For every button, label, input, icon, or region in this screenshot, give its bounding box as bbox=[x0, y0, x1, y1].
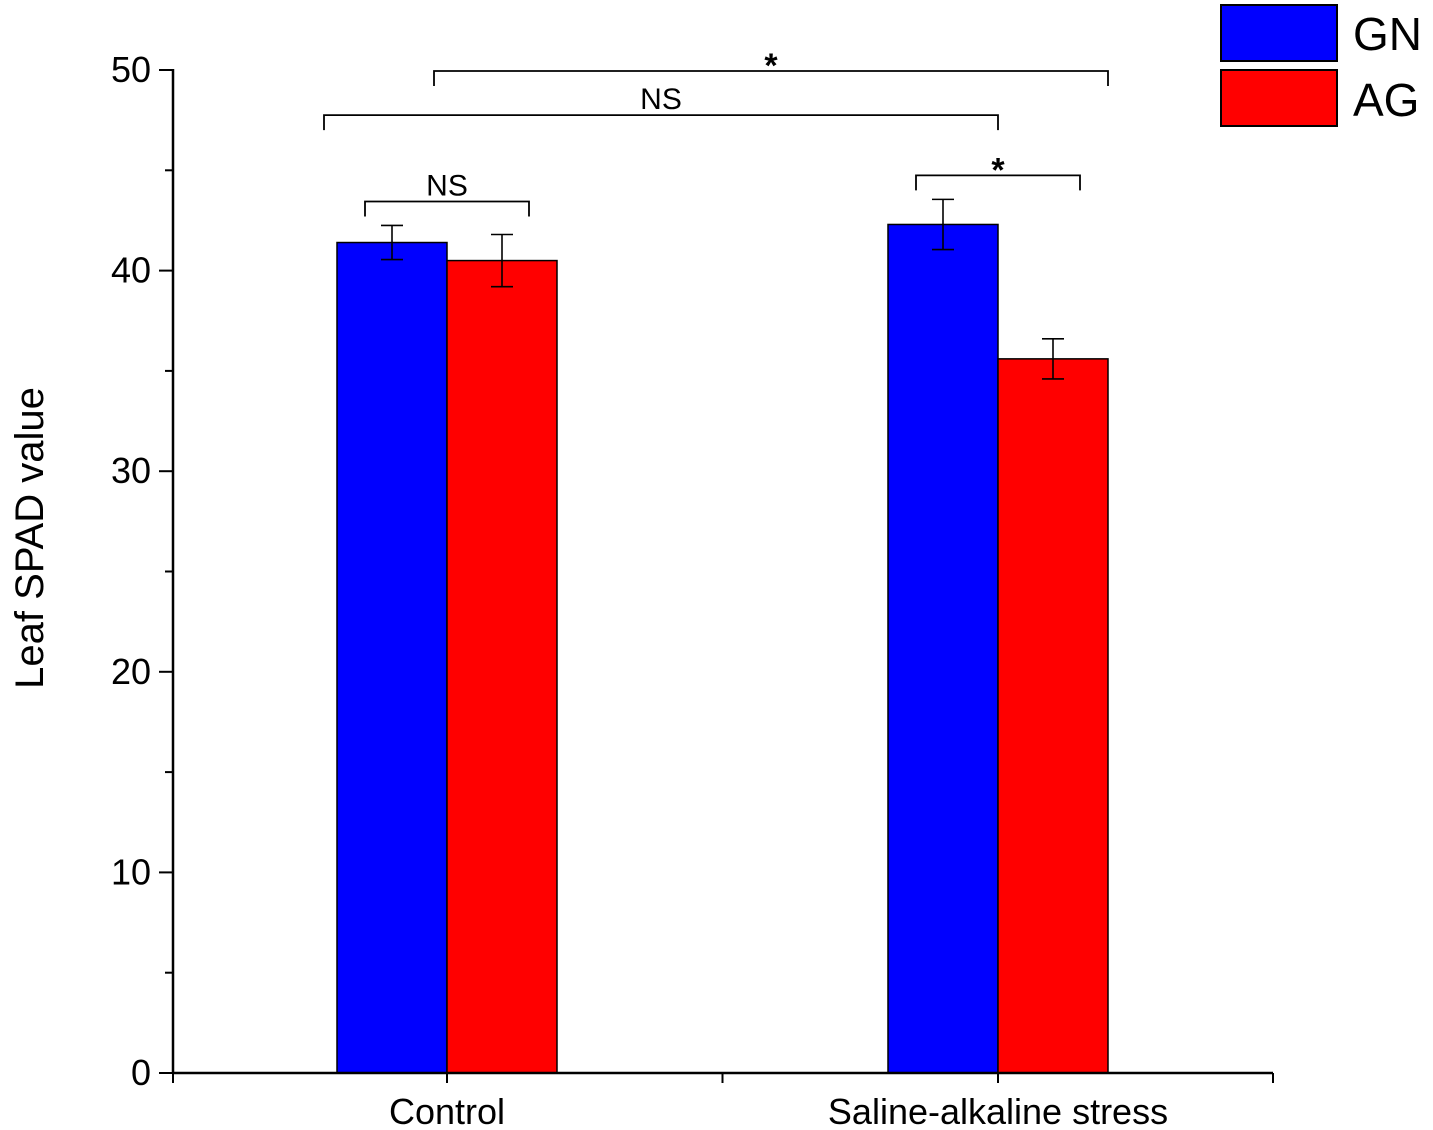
bar-saline-alkaline-stress-ag bbox=[997, 358, 1109, 1074]
bar-control-gn bbox=[336, 241, 448, 1074]
legend-swatch-gn bbox=[1220, 4, 1338, 62]
significance-bracket-3: NS bbox=[323, 83, 999, 131]
significance-bracket-line bbox=[915, 174, 1081, 191]
y-tick-label-50: 50 bbox=[111, 49, 151, 90]
significance-label: * bbox=[991, 151, 1005, 189]
error-bar-saline-alkaline-stress-ag bbox=[1042, 338, 1064, 380]
significance-bracket-line bbox=[364, 200, 530, 217]
y-tick-label-20: 20 bbox=[111, 651, 151, 692]
y-tick-label-30: 30 bbox=[111, 450, 151, 491]
y-tick-label-40: 40 bbox=[111, 250, 151, 291]
x-tick-label-saline-alkaline-stress: Saline-alkaline stress bbox=[828, 1091, 1168, 1130]
bar-control-ag bbox=[446, 259, 558, 1074]
legend-swatch-ag bbox=[1220, 69, 1338, 127]
significance-label: * bbox=[764, 47, 778, 85]
legend: GN AG bbox=[1220, 4, 1422, 127]
ticks-layer: 0 10 20 30 40 50 Control Saline-alkaline stress bbox=[111, 49, 1274, 1130]
x-tick-label-control: Control bbox=[389, 1091, 505, 1130]
significance-bracket-line bbox=[433, 70, 1109, 87]
significance-bracket-line bbox=[323, 114, 999, 131]
error-bar-saline-alkaline-stress-gn bbox=[932, 198, 954, 251]
significance-label: NS bbox=[640, 83, 682, 116]
y-axis-label: Leaf SPAD value bbox=[8, 387, 52, 689]
error-bar-control-ag bbox=[491, 233, 513, 288]
significance-label: NS bbox=[426, 169, 468, 202]
significance-bracket-4: * bbox=[433, 47, 1109, 87]
legend-label-gn: GN bbox=[1353, 8, 1422, 60]
significance-bracket-2: * bbox=[915, 151, 1081, 191]
error-bar-control-gn bbox=[381, 224, 403, 261]
y-tick-label-10: 10 bbox=[111, 851, 151, 892]
significance-bracket-1: NS bbox=[364, 169, 530, 217]
error-bars-layer bbox=[381, 198, 1064, 380]
y-tick-label-0: 0 bbox=[131, 1052, 151, 1093]
bar-saline-alkaline-stress-gn bbox=[887, 223, 999, 1074]
bars-layer bbox=[336, 223, 1109, 1074]
legend-label-ag: AG bbox=[1353, 74, 1419, 126]
significance-layer: NS * NS * bbox=[323, 47, 1109, 217]
